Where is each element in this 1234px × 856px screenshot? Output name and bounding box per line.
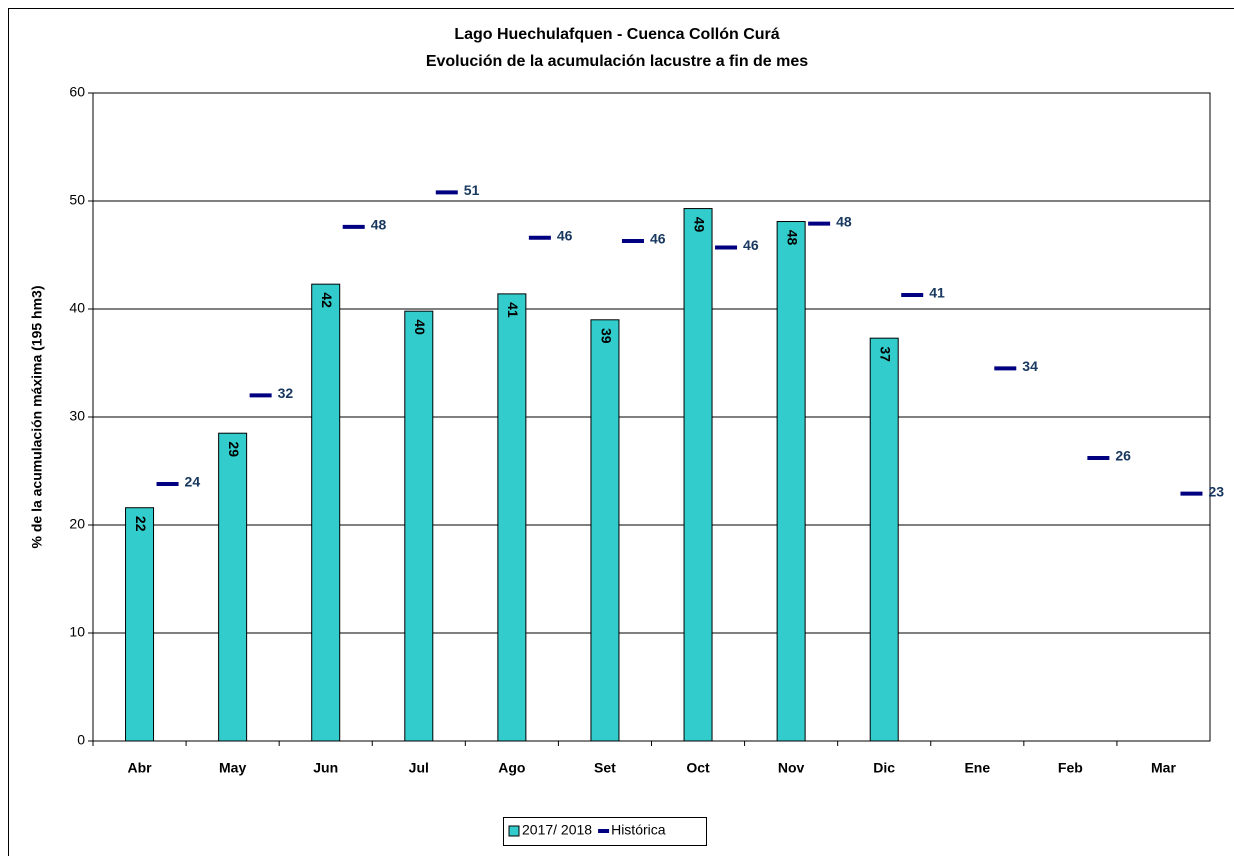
bar-value-label: 41 bbox=[505, 302, 521, 318]
x-tick-label: Ene bbox=[964, 760, 990, 776]
y-tick-label: 30 bbox=[69, 408, 85, 424]
x-tick-label: May bbox=[219, 760, 246, 776]
bar bbox=[590, 319, 620, 742]
x-tick-label: Mar bbox=[1151, 760, 1176, 776]
x-tick-label: Dic bbox=[873, 760, 895, 776]
historic-value-label: 46 bbox=[650, 231, 666, 247]
y-tick-label: 10 bbox=[69, 624, 85, 640]
x-tick-label: Set bbox=[594, 760, 616, 776]
bar-value-label: 29 bbox=[226, 441, 242, 457]
x-tick-label: Jul bbox=[409, 760, 429, 776]
historic-value-label: 23 bbox=[1208, 483, 1224, 499]
x-tick-label: Jun bbox=[313, 760, 338, 776]
bar-value-label: 39 bbox=[598, 328, 614, 344]
bar-value-label: 37 bbox=[878, 346, 894, 362]
legend-label: 2017/ 2018 bbox=[522, 822, 592, 838]
bar-value-label: 48 bbox=[784, 230, 800, 246]
x-tick-label: Abr bbox=[127, 760, 152, 776]
historic-value-label: 51 bbox=[464, 182, 480, 198]
historic-value-label: 32 bbox=[278, 385, 294, 401]
bar bbox=[404, 310, 434, 742]
historic-value-label: 24 bbox=[185, 474, 201, 490]
historic-value-label: 46 bbox=[743, 237, 759, 253]
bar bbox=[311, 283, 341, 742]
y-tick-label: 0 bbox=[77, 732, 85, 748]
bar bbox=[869, 337, 899, 742]
historic-value-label: 26 bbox=[1115, 448, 1131, 464]
bar-value-label: 42 bbox=[319, 292, 335, 308]
y-tick-label: 20 bbox=[69, 516, 85, 532]
bar bbox=[497, 293, 527, 742]
y-tick-label: 60 bbox=[69, 84, 85, 100]
bar-value-label: 22 bbox=[133, 516, 149, 532]
chart-subtitle: Evolución de la acumulación lacustre a f… bbox=[426, 53, 808, 70]
bar bbox=[125, 507, 155, 742]
x-tick-label: Feb bbox=[1058, 760, 1083, 776]
historic-value-label: 41 bbox=[929, 285, 945, 301]
historic-value-label: 48 bbox=[371, 217, 387, 233]
legend-swatch bbox=[508, 825, 520, 837]
bar-value-label: 40 bbox=[412, 319, 428, 335]
historic-value-label: 34 bbox=[1022, 358, 1038, 374]
y-tick-label: 50 bbox=[69, 192, 85, 208]
bar bbox=[776, 221, 806, 742]
bar bbox=[218, 432, 248, 742]
historic-value-label: 48 bbox=[836, 213, 852, 229]
bar bbox=[683, 208, 713, 742]
x-tick-label: Nov bbox=[778, 760, 805, 776]
chart-title: Lago Huechulafquen - Cuenca Collón Curá bbox=[454, 26, 779, 43]
x-tick-label: Oct bbox=[686, 760, 710, 776]
x-tick-label: Ago bbox=[498, 760, 525, 776]
legend-label: Histórica bbox=[611, 822, 666, 838]
bar-value-label: 49 bbox=[691, 217, 707, 233]
y-axis-label: % de la acumulación máxima (195 hm3) bbox=[29, 286, 45, 549]
historic-value-label: 46 bbox=[557, 227, 573, 243]
y-tick-label: 40 bbox=[69, 300, 85, 316]
